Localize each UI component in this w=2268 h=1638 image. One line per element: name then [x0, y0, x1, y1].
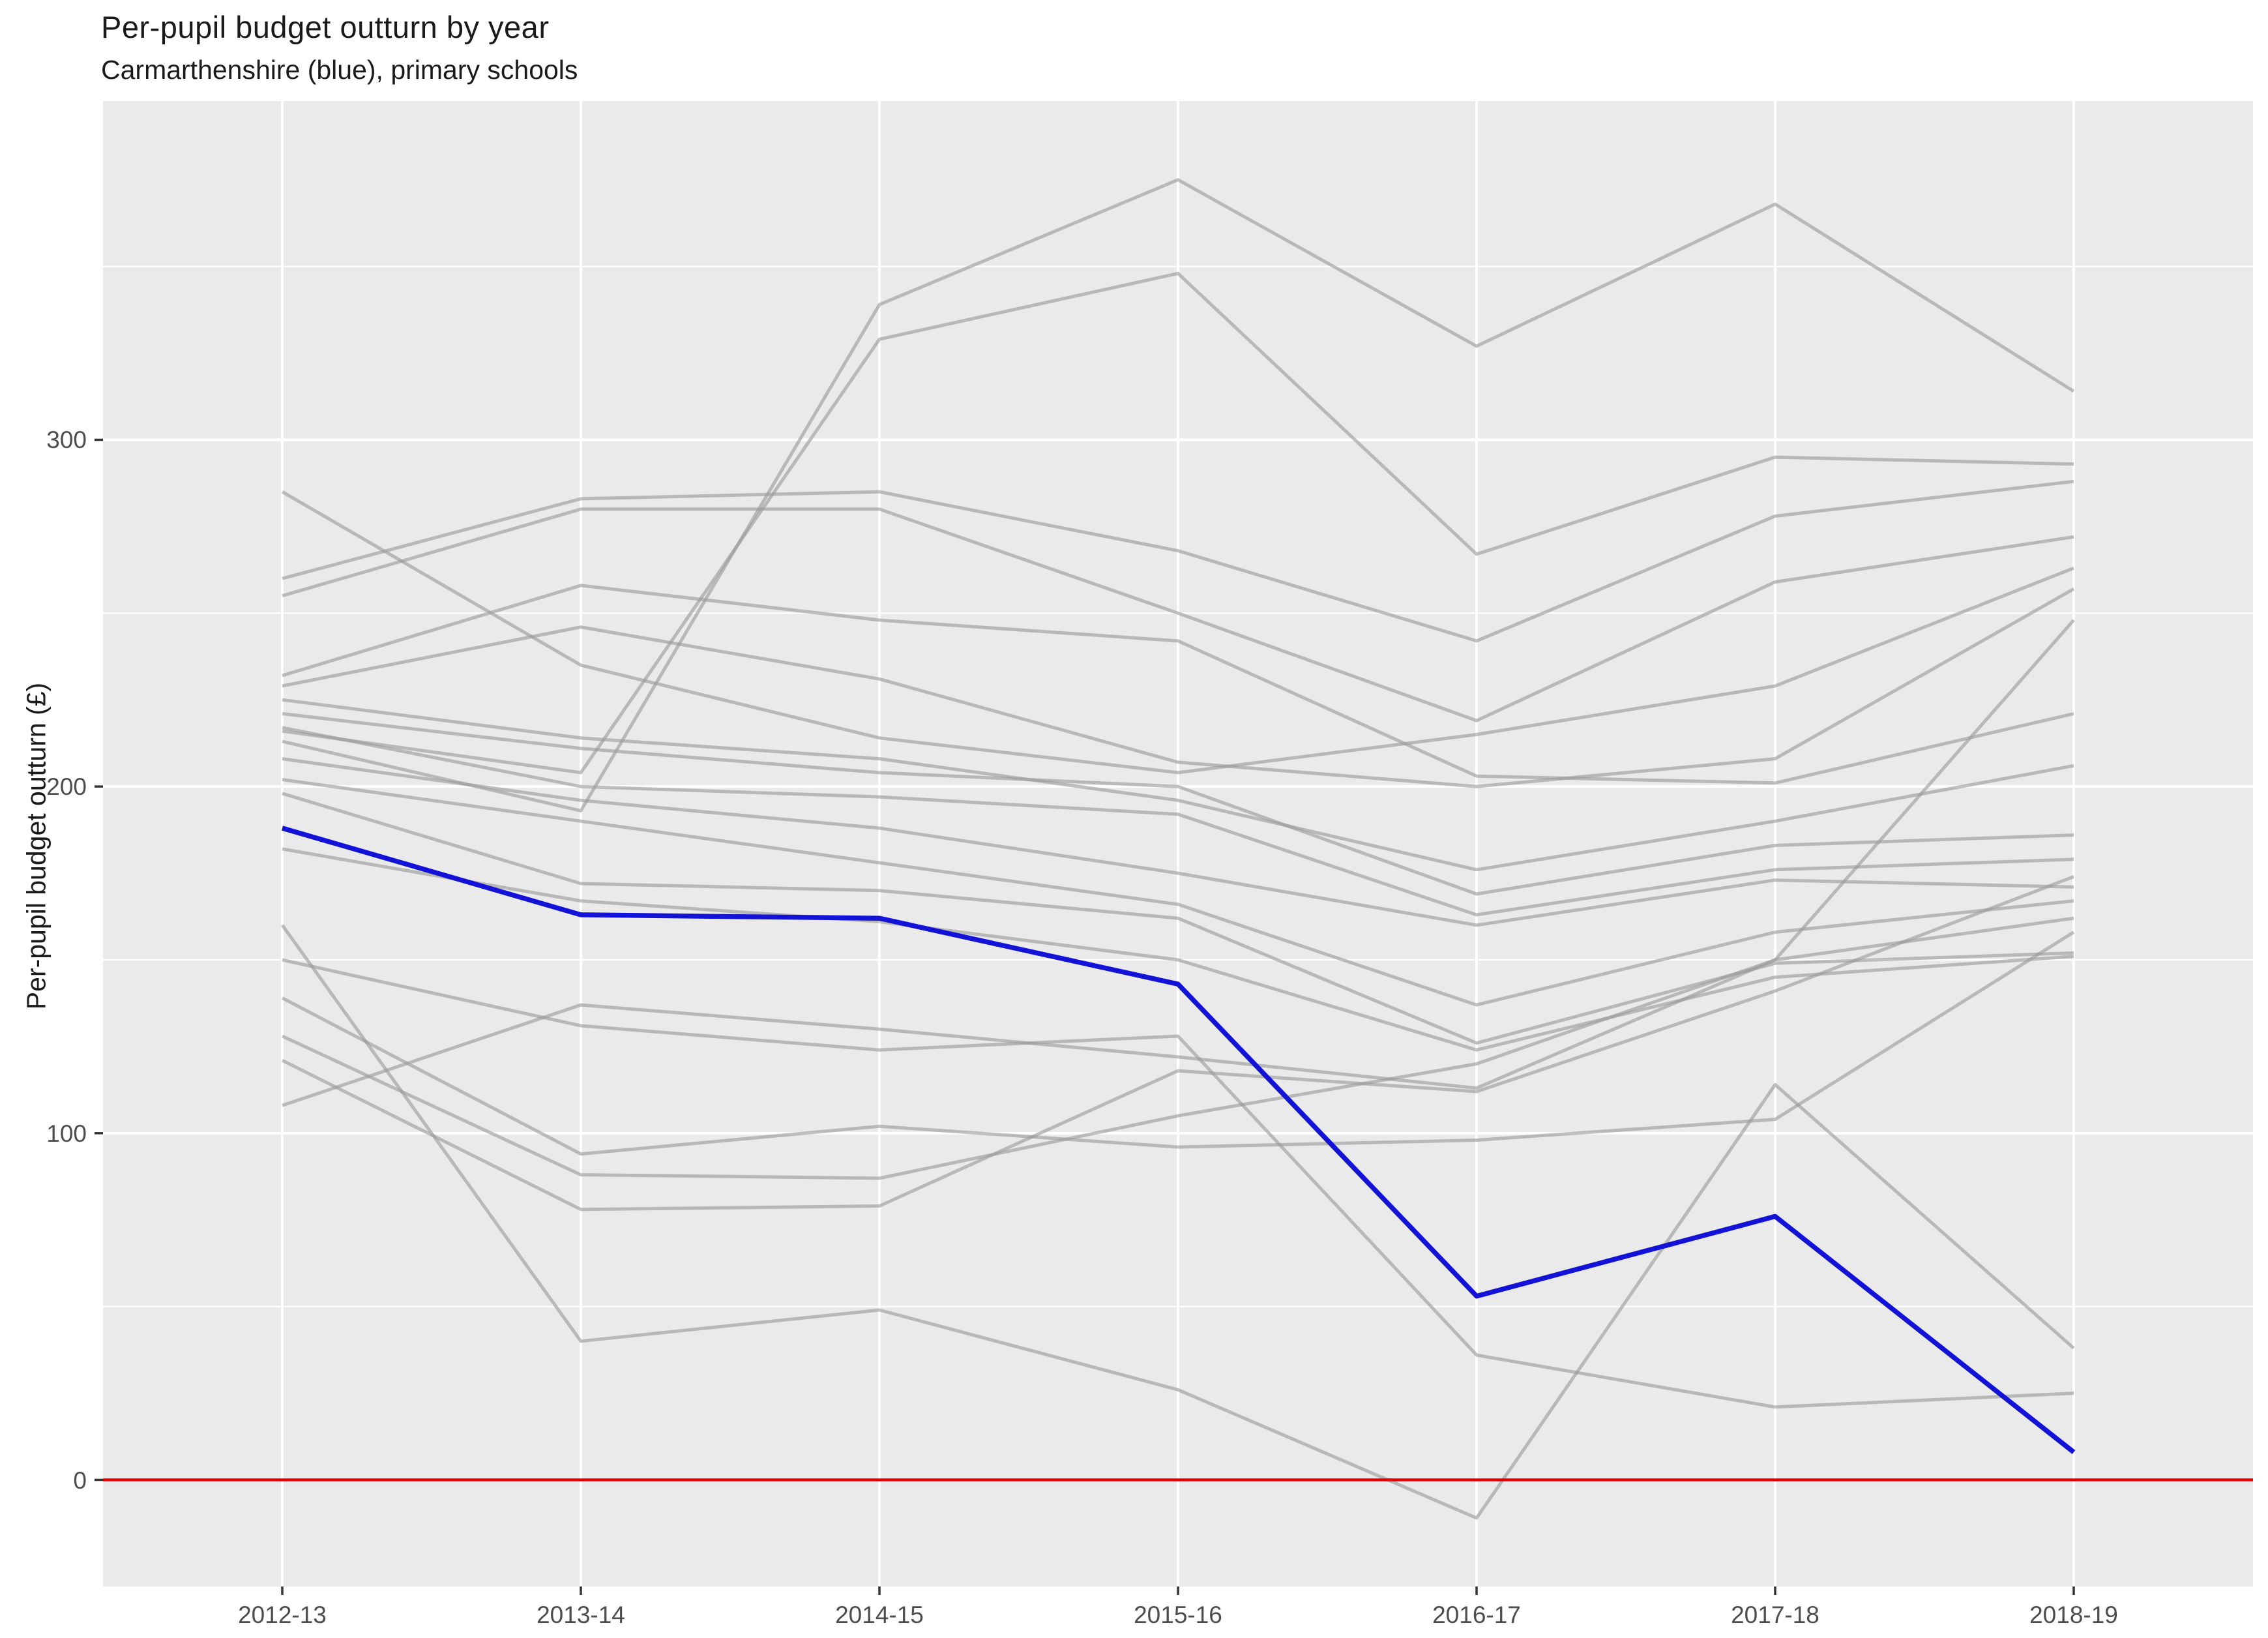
other-authority-line [281, 490, 2074, 775]
other-authority-line [281, 931, 2075, 1156]
other-authority-line [282, 916, 2074, 1107]
other-authority-line [282, 178, 2075, 812]
plot-subtitle: Carmarthenshire (blue), primary schools [101, 55, 578, 85]
x-tick-label: 2016-17 [1432, 1601, 1521, 1628]
other-authority-line [282, 507, 2074, 722]
other-authority-line [282, 584, 2074, 785]
y-tick-label: 200 [46, 773, 87, 801]
y-tick-label: 100 [46, 1120, 87, 1147]
x-tick-label: 2018-19 [2029, 1601, 2118, 1628]
other-authority-line [282, 712, 2074, 896]
y-tick-label: 300 [46, 426, 87, 454]
other-authority-line [280, 924, 2075, 1520]
other-authority-line [282, 778, 2074, 1007]
x-tick-label: 2013-14 [537, 1601, 625, 1628]
other-authority-line [282, 958, 2074, 1409]
other-authority-line [282, 847, 2074, 1052]
plot-title: Per-pupil budget outturn by year [101, 10, 550, 44]
x-tick-label: 2014-15 [835, 1601, 924, 1628]
other-authority-line [282, 726, 2074, 917]
other-authority-line [282, 587, 2075, 788]
other-authority-line [282, 698, 2074, 872]
other-authority-line [282, 479, 2074, 643]
x-tick-label: 2012-13 [238, 1601, 327, 1628]
x-tick-label: 2015-16 [1134, 1601, 1222, 1628]
y-tick-label: 0 [73, 1467, 87, 1494]
other-authority-line [282, 271, 2074, 775]
carmarthenshire-line [281, 826, 2076, 1454]
other-authority-line [282, 792, 2074, 1045]
other-authority-line [282, 757, 2074, 927]
y-axis-title: Per-pupil budget outturn (£) [21, 682, 52, 1010]
other-authority-line [281, 875, 2074, 1212]
x-tick-label: 2017-18 [1731, 1601, 1819, 1628]
